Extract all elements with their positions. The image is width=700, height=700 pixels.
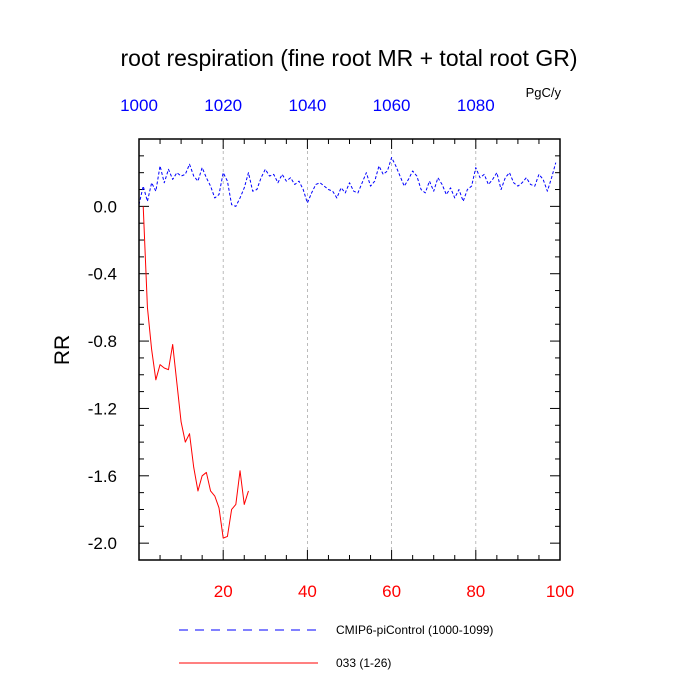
y-tick-label-2: -0.8 bbox=[88, 332, 117, 351]
legend-label-033: 033 (1-26) bbox=[336, 656, 391, 670]
x-tick-label-bottom-100: 100 bbox=[546, 582, 574, 601]
legend-label-piControl: CMIP6-piControl (1000-1099) bbox=[336, 623, 493, 637]
x-tick-label-top-1060: 1060 bbox=[373, 96, 411, 115]
grid-lines bbox=[222, 139, 477, 560]
x-tick-label-bottom-40: 40 bbox=[298, 582, 317, 601]
series-line-1 bbox=[142, 206, 249, 539]
axis-ticks bbox=[138, 139, 561, 561]
x-tick-label-top-1020: 1020 bbox=[204, 96, 242, 115]
chart-title: root respiration (fine root MR + total r… bbox=[121, 45, 578, 71]
series-layer bbox=[138, 157, 557, 539]
x-tick-label-bottom-80: 80 bbox=[466, 582, 485, 601]
tick-labels: 20 40 60 80 100 1000 1020 1040 1060 1080 0.0 -0.4 -0… bbox=[88, 96, 574, 601]
x-tick-label-top-1000: 1000 bbox=[120, 96, 158, 115]
y-tick-label-4: -1.6 bbox=[88, 467, 117, 486]
series-line-0 bbox=[138, 157, 557, 207]
x-tick-label-top-1040: 1040 bbox=[288, 96, 326, 115]
y-tick-label-5: -2.0 bbox=[88, 534, 117, 553]
x-tick-label-top-1080: 1080 bbox=[457, 96, 495, 115]
x-tick-label-bottom-20: 20 bbox=[214, 582, 233, 601]
x-tick-label-bottom-60: 60 bbox=[382, 582, 401, 601]
top-axis-units: PgC/y bbox=[526, 85, 562, 100]
y-axis-label: RR bbox=[51, 335, 74, 365]
y-tick-label-3: -1.2 bbox=[88, 399, 117, 418]
plot-frame bbox=[138, 138, 561, 561]
legend: CMIP6-piControl (1000-1099) 033 (1-26) bbox=[179, 623, 493, 670]
y-tick-label-1: -0.4 bbox=[88, 265, 117, 284]
y-tick-label-0: 0.0 bbox=[93, 197, 117, 216]
